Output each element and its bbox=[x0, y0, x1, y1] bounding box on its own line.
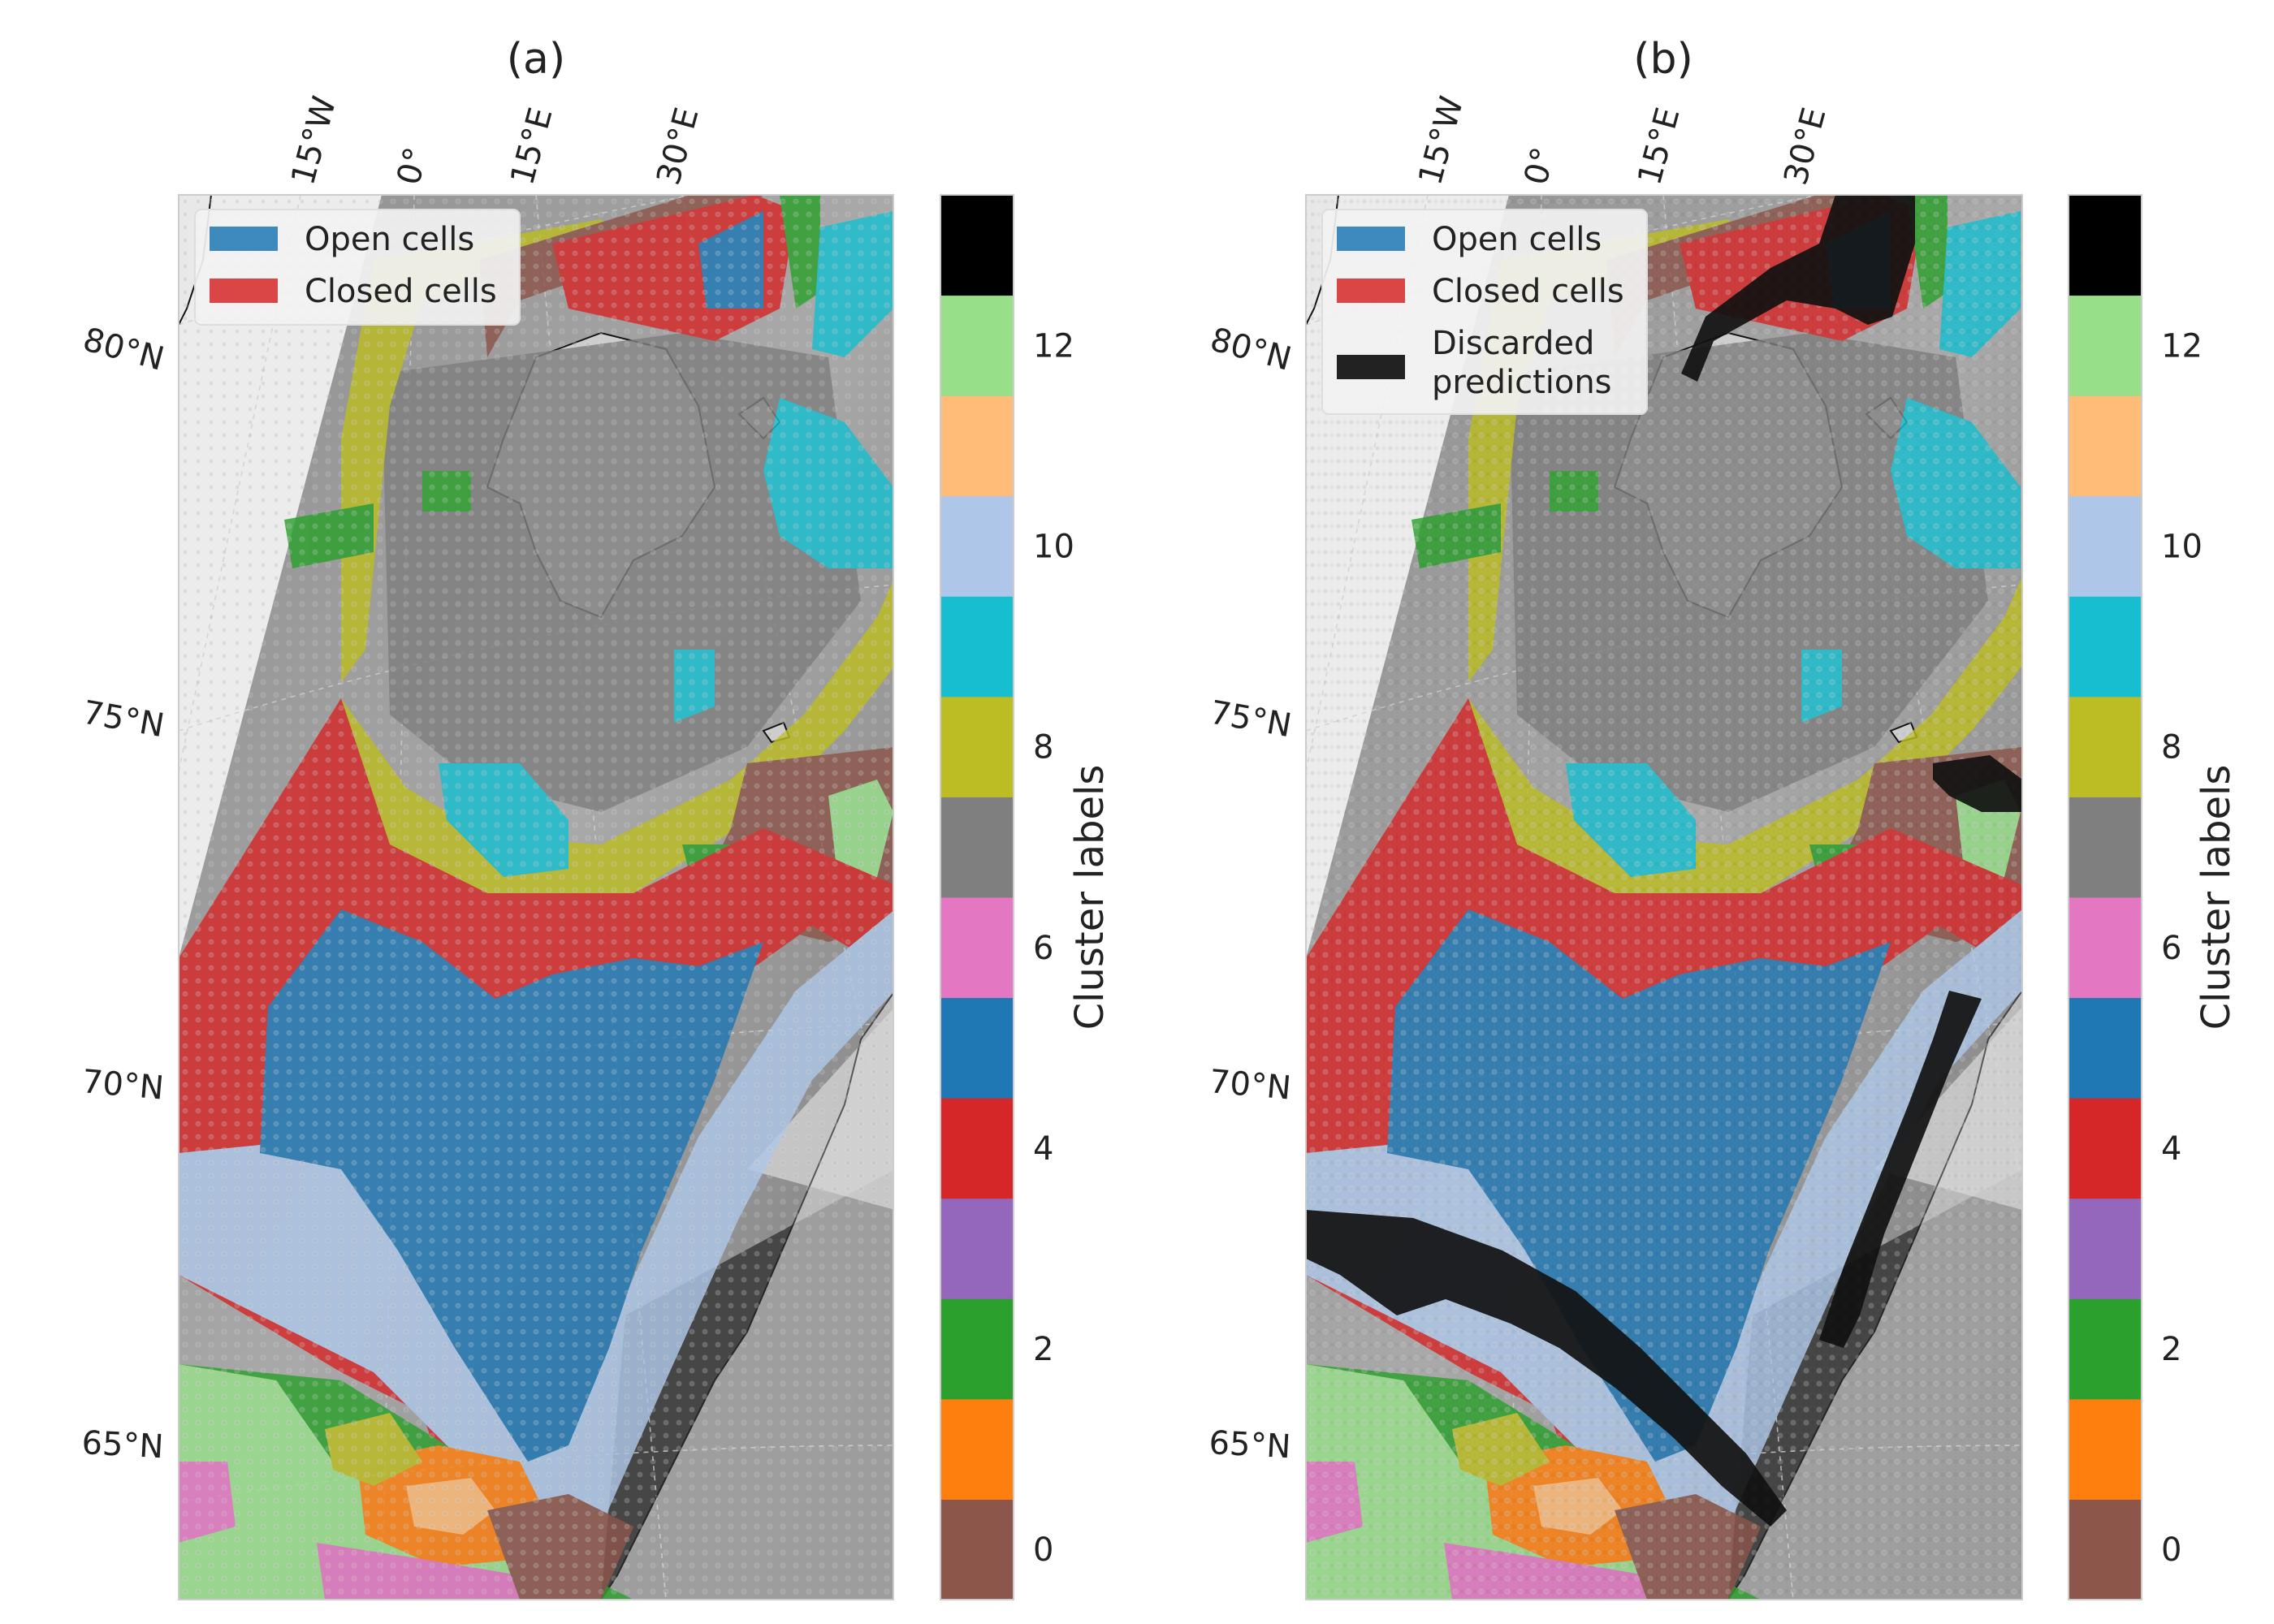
lat-tick-75n: 75°N bbox=[80, 694, 166, 745]
colorbar-tick-2: 2 bbox=[1033, 1331, 1053, 1368]
panel-a-map-area bbox=[179, 195, 893, 1600]
panel-b-map-area bbox=[1306, 195, 2022, 1600]
panel-b-colorbar-label: Cluster labels bbox=[2194, 765, 2239, 1030]
colorbar-segment-12 bbox=[940, 295, 1014, 396]
colorbar-segment-6 bbox=[2069, 897, 2142, 999]
lon-tick-0: 0° bbox=[390, 144, 435, 189]
legend-label-closed-cells: Closed cells bbox=[1432, 273, 1624, 310]
colorbar-tick-12: 12 bbox=[2161, 327, 2203, 365]
lat-tick-65n: 65°N bbox=[1208, 1424, 1291, 1466]
colorbar-segment-9 bbox=[940, 596, 1014, 698]
colorbar-segment-2 bbox=[2069, 1298, 2142, 1400]
panel-a-colorbar: 0 2 4 6 8 10 12 bbox=[940, 194, 1074, 1600]
colorbar-segment-10 bbox=[2069, 495, 2142, 597]
lat-tick-80n: 80°N bbox=[1206, 321, 1295, 378]
colorbar-segment-0 bbox=[940, 1499, 1014, 1600]
colorbar-segment-1 bbox=[940, 1398, 1014, 1500]
legend-label-closed-cells: Closed cells bbox=[305, 273, 497, 310]
colorbar-tick-6: 6 bbox=[1033, 930, 1053, 967]
panel-b-map: (b) 15°W 0° 15°E 30°E 80°N 75°N 70°N 65°… bbox=[1206, 35, 2239, 1600]
lat-tick-75n: 75°N bbox=[1207, 694, 1294, 745]
colorbar-segment-8 bbox=[2069, 696, 2142, 797]
lon-tick-15e: 15°E bbox=[504, 104, 560, 189]
legend-swatch-closed-cells bbox=[210, 279, 278, 303]
panel-a-map: (a) 15°W 0° 15°E 30°E 80°N 75°N 70°N 65°… bbox=[79, 35, 1113, 1600]
colorbar-tick-4: 4 bbox=[1033, 1130, 1053, 1168]
colorbar-segment-13 bbox=[940, 195, 1014, 296]
colorbar-segment-2 bbox=[940, 1298, 1014, 1400]
legend-label-open-cells: Open cells bbox=[1432, 221, 1602, 258]
legend-swatch-closed-cells bbox=[1337, 279, 1405, 303]
panel-b-title: (b) bbox=[1633, 35, 1693, 84]
colorbar-segment-4 bbox=[940, 1098, 1014, 1199]
colorbar-tick-4: 4 bbox=[2161, 1130, 2181, 1168]
colorbar-segment-0 bbox=[2069, 1499, 2142, 1600]
colorbar-tick-6: 6 bbox=[2161, 930, 2181, 967]
colorbar-segment-8 bbox=[940, 696, 1014, 797]
panel-a-lat-ticks: 80°N 75°N 70°N 65°N bbox=[79, 321, 167, 1466]
lon-tick-15w: 15°W bbox=[1412, 93, 1471, 189]
colorbar-tick-8: 8 bbox=[1033, 729, 1053, 767]
colorbar-segment-13 bbox=[2069, 195, 2142, 296]
colorbar-segment-3 bbox=[2069, 1198, 2142, 1299]
colorbar-segment-5 bbox=[2069, 997, 2142, 1099]
panel-a-legend: Open cells Closed cells bbox=[194, 209, 521, 326]
colorbar-segment-3 bbox=[940, 1198, 1014, 1299]
legend-label-discarded: Discarded predictions bbox=[1432, 325, 1612, 401]
lon-tick-15w: 15°W bbox=[284, 93, 344, 189]
colorbar-segment-11 bbox=[940, 395, 1014, 497]
lon-tick-0: 0° bbox=[1517, 144, 1563, 189]
colorbar-segment-6 bbox=[940, 897, 1014, 999]
colorbar-segment-7 bbox=[2069, 797, 2142, 898]
lon-tick-30e: 30°E bbox=[650, 104, 706, 189]
colorbar-segment-4 bbox=[2069, 1098, 2142, 1199]
colorbar-segment-11 bbox=[2069, 395, 2142, 497]
panel-b-colorbar: 0 2 4 6 8 10 12 bbox=[2068, 194, 2203, 1600]
lat-tick-65n: 65°N bbox=[80, 1424, 164, 1466]
colorbar-tick-2: 2 bbox=[2161, 1331, 2181, 1368]
lat-tick-70n: 70°N bbox=[1208, 1063, 1292, 1108]
colorbar-segment-5 bbox=[940, 997, 1014, 1099]
legend-swatch-open-cells bbox=[1337, 227, 1405, 251]
colorbar-segment-9 bbox=[2069, 596, 2142, 698]
colorbar-segment-10 bbox=[940, 495, 1014, 597]
lat-tick-70n: 70°N bbox=[80, 1063, 165, 1108]
colorbar-tick-8: 8 bbox=[2161, 729, 2181, 767]
lat-tick-80n: 80°N bbox=[79, 321, 167, 378]
panel-b-legend: Open cells Closed cells Discarded predic… bbox=[1321, 209, 1648, 415]
colorbar-tick-12: 12 bbox=[1033, 327, 1074, 365]
colorbar-segment-7 bbox=[940, 797, 1014, 898]
colorbar-segment-12 bbox=[2069, 295, 2142, 396]
lon-tick-15e: 15°E bbox=[1631, 104, 1687, 189]
colorbar-tick-0: 0 bbox=[2161, 1531, 2181, 1569]
colorbar-tick-10: 10 bbox=[1033, 529, 1074, 566]
panel-a-title: (a) bbox=[507, 35, 565, 84]
panel-a-lon-ticks: 15°W 0° 15°E 30°E bbox=[284, 93, 706, 189]
colorbar-segment-1 bbox=[2069, 1398, 2142, 1500]
panel-a-colorbar-label: Cluster labels bbox=[1067, 765, 1113, 1030]
legend-label-open-cells: Open cells bbox=[305, 221, 474, 258]
colorbar-tick-0: 0 bbox=[1033, 1531, 1053, 1569]
panel-b-lat-ticks: 80°N 75°N 70°N 65°N bbox=[1206, 321, 1295, 1466]
legend-swatch-discarded bbox=[1337, 355, 1405, 379]
colorbar-tick-10: 10 bbox=[2161, 529, 2203, 566]
lon-tick-30e: 30°E bbox=[1777, 104, 1833, 189]
legend-swatch-open-cells bbox=[210, 227, 278, 251]
panel-b-lon-ticks: 15°W 0° 15°E 30°E bbox=[1412, 93, 1833, 189]
